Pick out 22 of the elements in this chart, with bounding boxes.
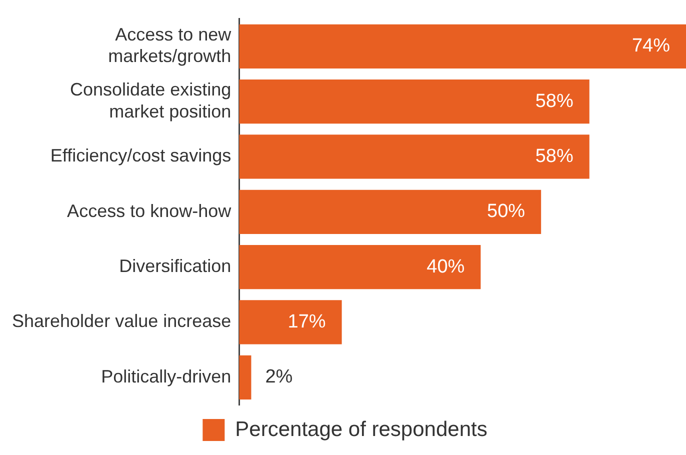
data-label: 50% — [487, 201, 526, 222]
bar — [239, 245, 481, 290]
data-label: 2% — [265, 366, 293, 388]
data-label: 40% — [426, 256, 465, 278]
bar — [239, 24, 686, 68]
data-label: 58% — [535, 90, 574, 112]
y-tick-label: Access to new markets/growth — [108, 24, 232, 66]
bar — [239, 79, 590, 124]
data-label: 74% — [632, 36, 670, 57]
bar — [239, 190, 542, 234]
data-label: 17% — [288, 311, 326, 332]
legend-label: Percentage of respondents — [235, 418, 488, 441]
y-tick-label: Diversification — [119, 256, 232, 276]
y-tick-label: Efficiency/cost savings — [50, 146, 232, 166]
bar — [239, 134, 590, 179]
bar — [239, 355, 252, 400]
bar — [239, 300, 342, 344]
data-label: 58% — [535, 146, 574, 167]
y-tick-label: Politically-driven — [101, 366, 232, 386]
y-tick-label: Consolidate existing market position — [70, 80, 232, 122]
y-tick-label: Access to know-how — [67, 200, 232, 221]
y-tick-label: Shareholder value increase — [12, 311, 232, 332]
